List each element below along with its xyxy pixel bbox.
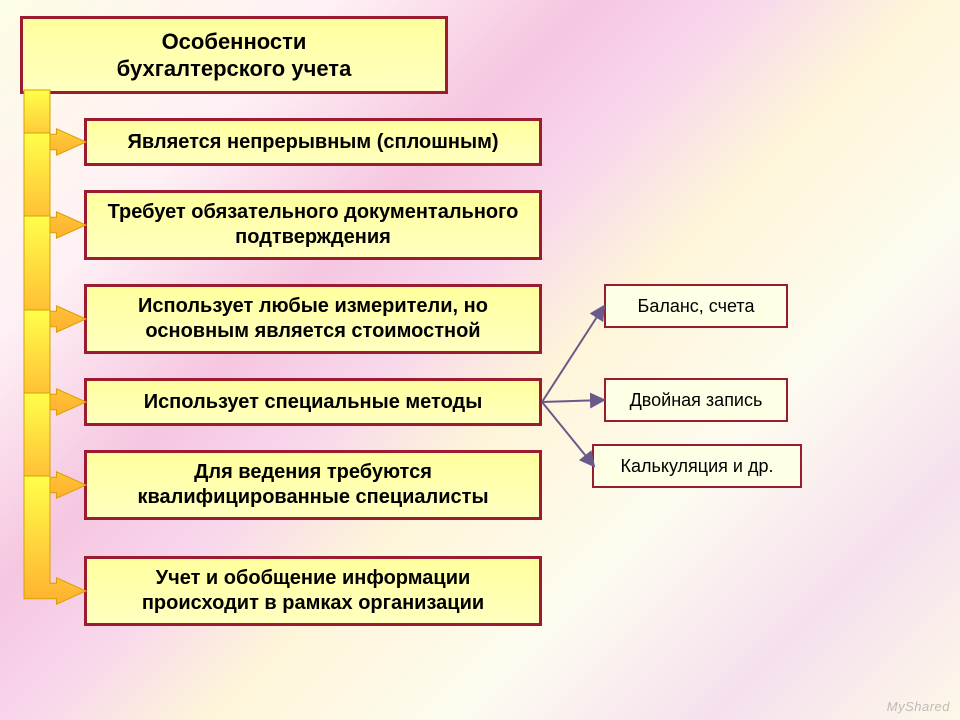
flow-arrow-1 (24, 90, 86, 155)
connector-line-3 (542, 402, 594, 466)
feature-text: Использует специальные методы (144, 390, 483, 415)
flow-arrow-5 (24, 393, 86, 498)
feature-box-6: Учет и обобщение информации происходит в… (84, 556, 542, 626)
method-text: Баланс, счета (638, 295, 755, 318)
feature-box-1: Является непрерывным (сплошным) (84, 118, 542, 166)
feature-box-5: Для ведения требуются квалифицированные … (84, 450, 542, 520)
method-box-2: Двойная запись (604, 378, 788, 422)
feature-text: Использует любые измерители, но основным… (97, 294, 529, 344)
feature-text: Для ведения требуются квалифицированные … (97, 460, 529, 510)
flow-arrow-4 (24, 310, 86, 415)
feature-box-3: Использует любые измерители, но основным… (84, 284, 542, 354)
method-box-3: Калькуляция и др. (592, 444, 802, 488)
feature-text: Является непрерывным (сплошным) (127, 130, 498, 155)
feature-box-4: Использует специальные методы (84, 378, 542, 426)
feature-text: Требует обязательного документального по… (97, 200, 529, 250)
flow-arrow-6 (24, 476, 86, 604)
header-line-1: Особенности (117, 28, 352, 56)
flow-arrow-2 (24, 133, 86, 238)
method-text: Калькуляция и др. (621, 455, 774, 478)
connector-line-2 (542, 400, 604, 402)
header-box: Особенности бухгалтерского учета (20, 16, 448, 94)
diagram-canvas: Особенности бухгалтерского учета Являетс… (0, 0, 960, 720)
method-box-1: Баланс, счета (604, 284, 788, 328)
method-text: Двойная запись (630, 389, 763, 412)
feature-text: Учет и обобщение информации происходит в… (97, 566, 529, 616)
feature-box-2: Требует обязательного документального по… (84, 190, 542, 260)
header-line-2: бухгалтерского учета (117, 55, 352, 83)
connector-line-1 (542, 306, 604, 402)
watermark: MyShared (887, 699, 950, 714)
flow-arrow-3 (24, 216, 86, 332)
